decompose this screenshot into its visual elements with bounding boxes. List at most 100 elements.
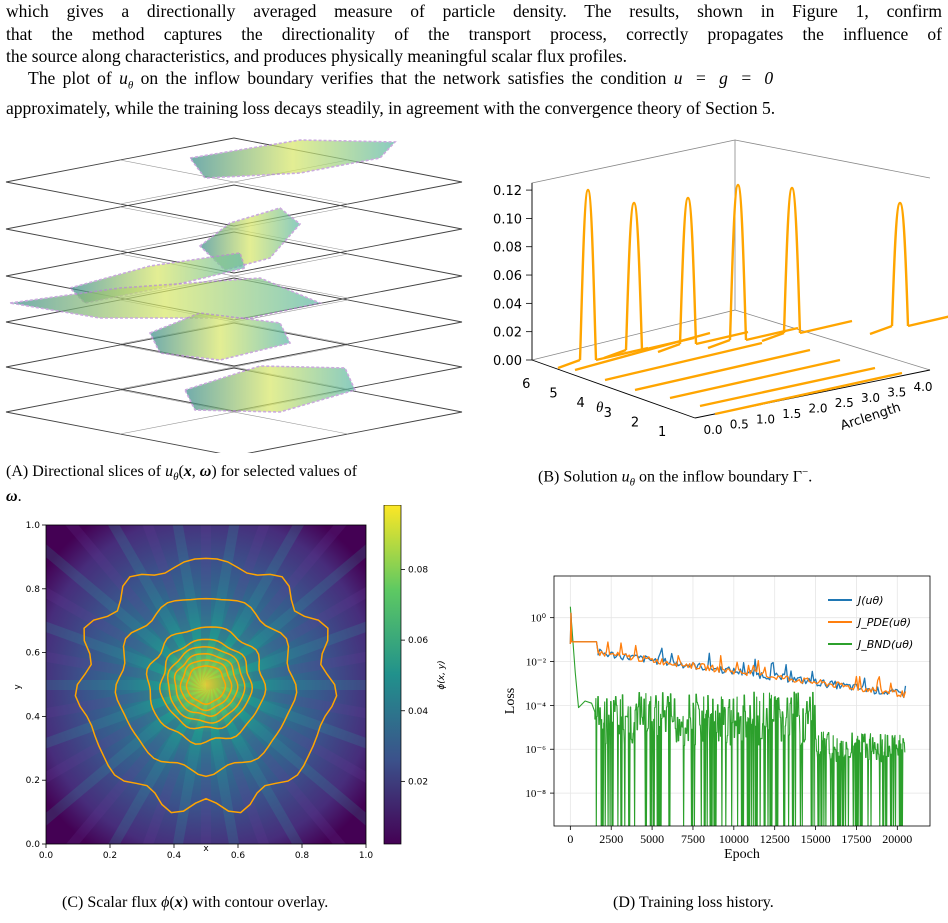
flux-contour bbox=[179, 659, 233, 712]
paragraph-line: that the method captures the directional… bbox=[6, 23, 942, 44]
slice-plane bbox=[5, 137, 463, 227]
slice-solution-blob bbox=[188, 139, 397, 179]
flux-ray-artifact bbox=[46, 544, 210, 689]
flux-ray-artifact bbox=[108, 682, 211, 844]
value-tick-label: 0.04 bbox=[493, 297, 522, 312]
inflow-trace-tail bbox=[695, 330, 749, 346]
x-tick-label: 0.6 bbox=[231, 851, 246, 860]
slice-plane bbox=[5, 367, 463, 453]
series-bnd-line bbox=[569, 606, 906, 826]
flux-ray-artifact bbox=[46, 586, 209, 690]
y-tick-label: 1.0 bbox=[26, 521, 41, 531]
inflow-trace-peak bbox=[678, 196, 698, 345]
theta-tick-label: 2 bbox=[631, 415, 639, 430]
colorbar-tick-label: 0.04 bbox=[408, 707, 428, 717]
colorbar bbox=[383, 505, 402, 845]
flux-ray-artifact bbox=[46, 680, 208, 749]
flux-ray-artifact bbox=[203, 586, 366, 690]
arclength-tick-label: 1.0 bbox=[756, 412, 775, 426]
flux-ray-artifact bbox=[202, 681, 366, 826]
x-axis-label: x bbox=[203, 844, 209, 854]
inflow-trace-foot bbox=[707, 338, 731, 350]
flux-ray-artifact bbox=[202, 681, 346, 844]
value-tick-label: 0.00 bbox=[493, 354, 522, 369]
theta-axis-line bbox=[531, 359, 696, 419]
inflow-trace-baseline bbox=[634, 348, 811, 392]
theta-tick-label: 6 bbox=[522, 377, 530, 392]
y-tick-label: 0.4 bbox=[26, 712, 41, 722]
flux-ray-artifact bbox=[201, 525, 305, 688]
caption-a: (A) Directional slices of uθ(x, ω) for s… bbox=[6, 463, 358, 506]
figure-d-loss-history: 0 2500 5000 7500 10000 12500 15000 17500 20000 1… bbox=[503, 575, 931, 862]
y-tick-label: 0.6 bbox=[26, 649, 41, 659]
value-tick-label: 0.12 bbox=[493, 184, 522, 199]
caption-d: (D) Training loss history. bbox=[613, 894, 774, 911]
heatmap-field bbox=[46, 525, 366, 844]
y-tick-label: 0.2 bbox=[26, 776, 40, 786]
flux-ray-artifact bbox=[204, 621, 366, 690]
flux-contour bbox=[114, 597, 298, 778]
slice-grid-line bbox=[119, 344, 349, 390]
inflow-trace-baseline bbox=[604, 341, 763, 382]
inflow-trace-foot bbox=[557, 358, 581, 370]
flux-ray-artifact bbox=[46, 680, 209, 784]
slice-solution-blob bbox=[9, 277, 323, 319]
arclength-tick-label: 2.5 bbox=[835, 396, 854, 410]
top-edge bbox=[734, 139, 931, 179]
y-tick-label: 0.0 bbox=[26, 840, 41, 850]
inflow-trace-tail bbox=[641, 336, 695, 352]
y-axis-label: Loss bbox=[503, 688, 518, 714]
flux-ray-artifact bbox=[107, 525, 211, 688]
flux-ray-artifact bbox=[203, 680, 366, 784]
flux-ray-artifact bbox=[46, 681, 210, 826]
value-tick-label: 0.02 bbox=[493, 326, 522, 341]
flux-ray-artifact bbox=[201, 683, 270, 844]
figure-a-directional-slices bbox=[5, 137, 463, 453]
y-tick-label: 10⁻⁸ bbox=[525, 788, 546, 800]
flux-ray-artifact bbox=[66, 681, 210, 844]
inflow-trace-tail bbox=[745, 326, 799, 342]
flux-ray-artifact bbox=[201, 525, 270, 687]
flux-ray-artifact bbox=[46, 680, 207, 719]
y-tick-label: 10⁻⁴ bbox=[525, 700, 546, 712]
y-tick-label: 10⁰ bbox=[531, 613, 547, 625]
flux-ray-artifact bbox=[142, 525, 211, 687]
x-tick-label: 17500 bbox=[841, 832, 871, 846]
legend-label: J_BND(uθ) bbox=[856, 638, 913, 651]
colorbar-label: ϕ(x, y) bbox=[437, 660, 447, 689]
inflow-trace-peak bbox=[624, 201, 644, 351]
inflow-trace-foot bbox=[603, 348, 627, 360]
y-tick-label: 10⁻⁶ bbox=[525, 744, 546, 756]
y-axis-label: y bbox=[13, 684, 23, 690]
flux-contour bbox=[74, 557, 338, 814]
x-tick-label: 12500 bbox=[760, 832, 790, 846]
x-tick-label: 0.2 bbox=[103, 851, 117, 860]
flux-ray-artifact bbox=[205, 680, 366, 719]
inflow-trace-foot bbox=[657, 342, 681, 354]
flux-ray-artifact bbox=[204, 680, 366, 749]
inflow-trace-foot bbox=[761, 331, 785, 343]
paragraph-line: approximately, while the training loss d… bbox=[6, 98, 776, 118]
arclength-tick-label: 0.0 bbox=[703, 423, 722, 437]
back-pane bbox=[531, 139, 736, 361]
figure-c-scalar-flux: 0.0 0.2 0.4 0.6 0.8 1.0 0.00.20.40.60.81.0 x … bbox=[13, 505, 447, 860]
arclength-tick-label: 2.0 bbox=[808, 402, 827, 416]
paragraph-line: the source along characteristics, and pr… bbox=[6, 46, 628, 66]
inflow-trace-baseline bbox=[669, 358, 841, 400]
inflow-trace-foot bbox=[869, 324, 893, 336]
colorbar-tick-label: 0.02 bbox=[408, 777, 428, 787]
flux-ray-artifact bbox=[65, 525, 210, 689]
x-tick-label: 15000 bbox=[801, 832, 831, 846]
value-tick-label: 0.08 bbox=[493, 241, 522, 256]
flux-ray-artifact bbox=[142, 683, 211, 844]
x-tick-label: 20000 bbox=[882, 832, 912, 846]
flux-contour bbox=[145, 626, 267, 745]
theta-tick-label: 3 bbox=[604, 406, 612, 421]
paragraph-line: which gives a directionally averaged mea… bbox=[6, 1, 942, 21]
x-tick-label: 0.4 bbox=[167, 851, 182, 860]
flux-ray-artifact bbox=[201, 684, 240, 844]
y-tick-label: 10⁻² bbox=[526, 657, 547, 669]
body-paragraph-1: which gives a directionally averaged mea… bbox=[6, 0, 942, 68]
legend-label: J(uθ) bbox=[856, 594, 884, 607]
figure-b-inflow-solution: 0.00 0.02 0.04 0.06 0.08 0.10 0.12 1 2 3 4 5 6 0.0 0… bbox=[493, 139, 948, 440]
